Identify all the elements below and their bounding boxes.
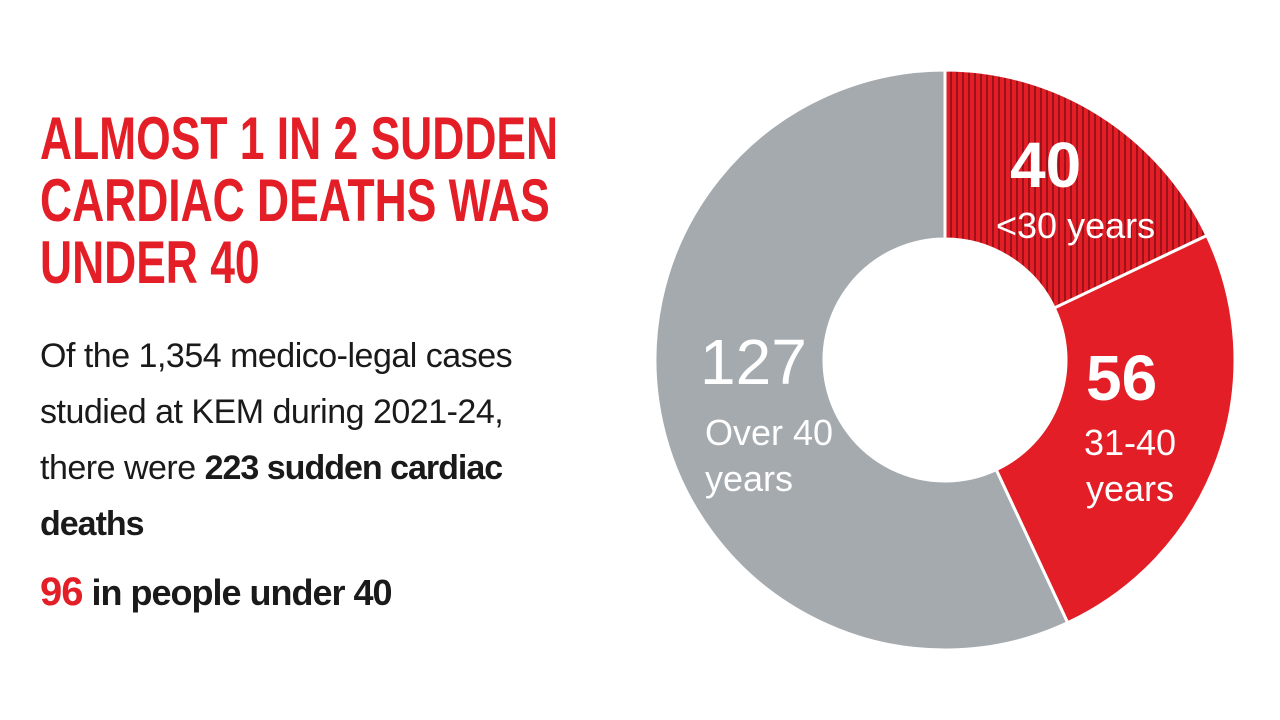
category-label: <30 years [996, 205, 1156, 246]
body-text-regular: Of the 1,354 medico-legal cases studied … [40, 337, 513, 487]
highlight-number: 96 [40, 570, 83, 614]
donut-segment [994, 233, 1237, 625]
value-label: 56 [1086, 342, 1158, 414]
title-line: ALMOST 1 IN 2 SUDDEN [40, 105, 559, 172]
category-label: 31-40 years [1083, 422, 1177, 509]
donut-segment [653, 68, 1070, 652]
category-label: Over 40 years [705, 412, 834, 499]
title-line: CARDIAC DEATHS WAS [40, 167, 550, 234]
highlight-text: in people under 40 [91, 572, 393, 613]
donut-segment [943, 68, 1209, 311]
title: ALMOST 1 IN 2 SUDDEN CARDIAC DEATHS WAS … [40, 108, 558, 294]
highlight: 96 in people under 40 [40, 570, 393, 615]
body-text-bold: 223 sudden cardiac deaths [40, 449, 503, 543]
title-line: UNDER 40 [40, 229, 260, 296]
body-text: Of the 1,354 medico-legal cases studied … [40, 328, 540, 552]
value-label: 127 [700, 326, 807, 398]
value-label: 40 [1010, 129, 1082, 201]
